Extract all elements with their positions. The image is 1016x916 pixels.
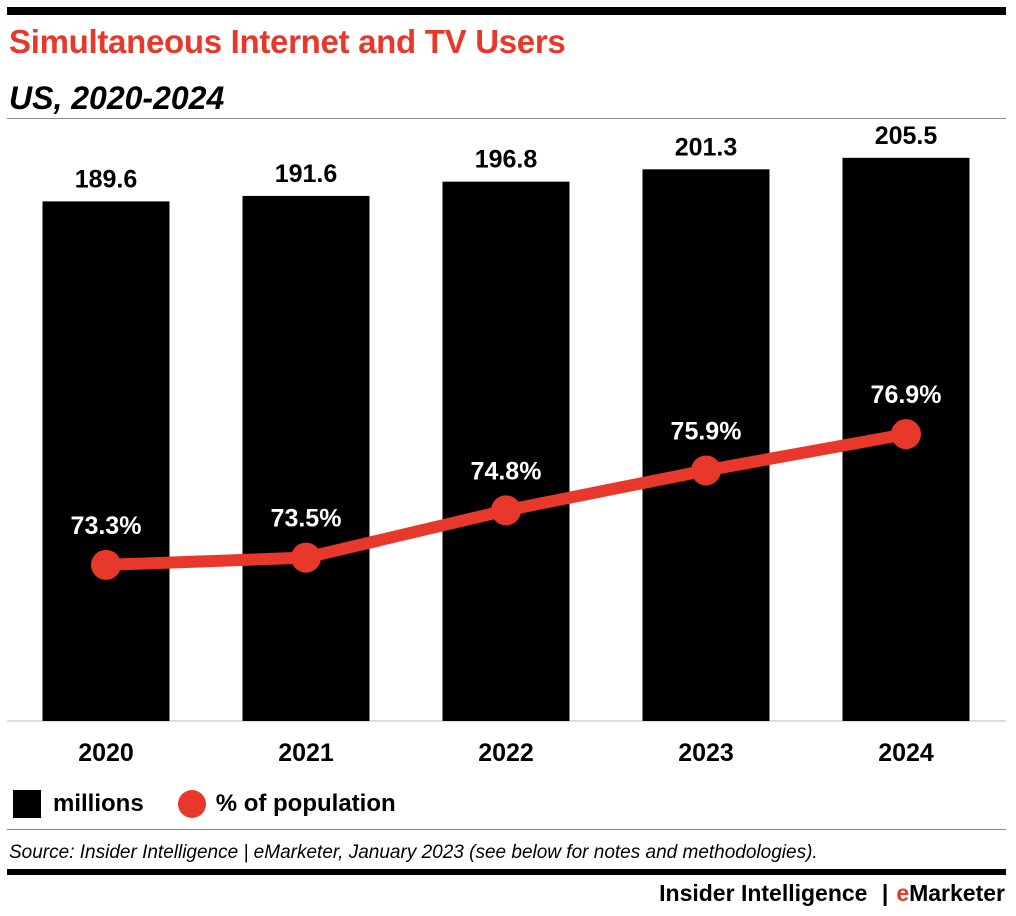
footer-divider	[7, 829, 1006, 830]
bar-2023	[642, 169, 770, 722]
chart-title: Simultaneous Internet and TV Users	[9, 23, 566, 60]
x-tick-label-2024: 2024	[878, 739, 934, 767]
line-value-label-2023: 75.9%	[671, 417, 742, 445]
header-divider	[7, 118, 1006, 119]
line-layer	[91, 419, 921, 580]
legend: millions % of population	[13, 788, 430, 820]
bar-2022	[442, 181, 570, 721]
bar-value-label-2021: 191.6	[275, 160, 338, 188]
line-point-2024	[891, 419, 921, 450]
line-point-2021	[291, 542, 321, 573]
bars-layer	[42, 157, 970, 722]
line-point-2022	[491, 495, 521, 526]
brand-name: Insider Intelligence	[659, 880, 868, 906]
bar-value-label-2024: 205.5	[875, 122, 938, 150]
bottom-rule	[7, 869, 1006, 875]
bar-labels-layer: 189.6 191.6 196.8 201.3 205.5	[75, 122, 938, 194]
brand-separator: |	[881, 880, 889, 906]
x-tick-label-2023: 2023	[678, 739, 734, 767]
bar-swatch-icon	[13, 790, 41, 818]
top-rule	[7, 7, 1006, 15]
x-tick-label-2022: 2022	[478, 739, 534, 767]
line-value-label-2020: 73.3%	[71, 512, 142, 540]
combo-chart: 189.6 191.6 196.8 201.3 205.5 73.3% 73.5% 74.8…	[7, 122, 1006, 767]
bar-value-label-2020: 189.6	[75, 165, 138, 193]
line-labels-layer: 73.3% 73.5% 74.8% 75.9% 76.9%	[71, 381, 942, 540]
line-point-2023	[691, 455, 721, 486]
bar-value-label-2023: 201.3	[675, 133, 738, 161]
line-value-label-2021: 73.5%	[271, 505, 342, 533]
legend-label-millions: millions	[53, 790, 144, 817]
x-tick-label-2020: 2020	[78, 739, 134, 767]
brand-e: e	[896, 880, 910, 906]
bar-value-label-2022: 196.8	[475, 146, 538, 174]
bar-2021	[242, 195, 370, 722]
bar-2020	[42, 201, 170, 721]
line-point-2020	[91, 549, 121, 580]
line-value-label-2024: 76.9%	[871, 381, 942, 409]
brand-rest: Marketer	[909, 880, 1005, 906]
brand-logo: Insider Intelligence | eMarketer	[659, 878, 1005, 908]
dot-swatch-icon	[177, 790, 206, 818]
x-ticks-layer: 2020 2021 2022 2023 2024	[78, 739, 934, 767]
legend-label-population: % of population	[215, 790, 396, 817]
chart-subtitle: US, 2020-2024	[9, 80, 225, 116]
legend-item-population: % of population	[177, 790, 396, 818]
source-note: Source: Insider Intelligence | eMarketer…	[9, 842, 818, 863]
x-tick-label-2021: 2021	[278, 739, 334, 767]
line-value-label-2022: 74.8%	[471, 457, 542, 485]
legend-item-millions: millions	[13, 790, 144, 818]
